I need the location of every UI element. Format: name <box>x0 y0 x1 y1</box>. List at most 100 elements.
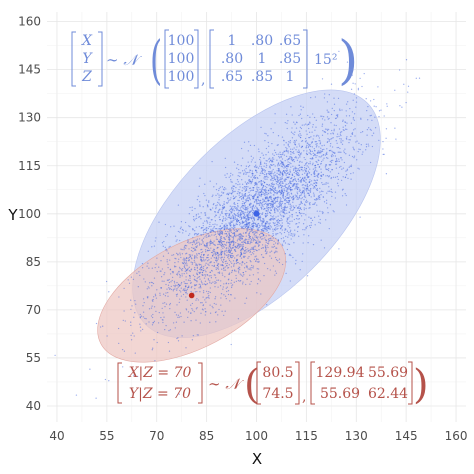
scatter-point <box>264 246 267 248</box>
scatter-point <box>188 254 190 256</box>
scatter-point <box>181 228 184 231</box>
scatter-point <box>308 145 310 148</box>
scatter-point <box>196 264 198 266</box>
scatter-point <box>226 265 228 267</box>
scatter-point <box>187 286 190 289</box>
scatter-point <box>185 279 187 281</box>
scatter-point <box>253 234 255 236</box>
scatter-point <box>280 193 282 196</box>
scatter-point <box>257 241 260 243</box>
scatter-point <box>104 378 107 381</box>
scatter-point <box>285 170 288 172</box>
scatter-point <box>162 321 164 324</box>
scatter-point <box>282 173 284 175</box>
scatter-point <box>239 232 241 235</box>
scatter-point <box>243 203 245 205</box>
scatter-point <box>188 213 190 215</box>
scatter-point <box>310 183 312 185</box>
scatter-point <box>339 131 342 133</box>
scatter-point <box>196 270 199 272</box>
scatter-point <box>327 133 329 135</box>
scatter-point <box>175 240 177 242</box>
scatter-point <box>238 199 240 202</box>
scatter-point <box>172 254 175 256</box>
scatter-point <box>122 366 124 368</box>
scatter-point <box>271 160 274 162</box>
scatter-point <box>257 199 260 201</box>
scatter-point <box>221 243 224 246</box>
scatter-point <box>246 209 248 211</box>
scatter-point <box>195 213 198 216</box>
scatter-point <box>297 173 299 176</box>
scatter-point <box>326 128 328 130</box>
scatter-point <box>382 140 384 143</box>
scatter-point <box>371 145 374 148</box>
scatter-point <box>350 172 352 175</box>
scatter-point <box>324 128 327 130</box>
scatter-point <box>228 192 230 194</box>
scatter-point <box>218 196 220 198</box>
scatter-point <box>257 167 260 169</box>
scatter-point <box>225 214 227 216</box>
scatter-point <box>241 227 243 229</box>
scatter-point <box>303 195 306 198</box>
scatter-point <box>345 115 348 117</box>
scatter-point <box>192 240 195 242</box>
scatter-point <box>200 302 202 304</box>
scatter-point <box>241 235 243 237</box>
scatter-point <box>191 263 193 265</box>
scatter-point <box>233 219 235 221</box>
scatter-point <box>252 221 255 223</box>
scatter-point <box>169 329 172 331</box>
scatter-point <box>314 167 316 169</box>
scatter-point <box>300 201 302 203</box>
scatter-point <box>201 251 204 253</box>
scatter-point <box>235 247 237 249</box>
scatter-point <box>224 227 226 229</box>
scatter-point <box>184 262 187 265</box>
scatter-point <box>292 159 294 162</box>
scatter-point <box>326 151 328 154</box>
cond-var-2: Y|Z = 70 <box>129 386 191 402</box>
scatter-point <box>320 239 322 241</box>
scatter-point <box>293 207 295 209</box>
scatter-point <box>352 172 354 174</box>
scatter-point <box>230 181 232 183</box>
y-tick-label: 145 <box>18 63 41 77</box>
scatter-point <box>308 193 310 195</box>
scatter-point <box>206 233 208 235</box>
scatter-point <box>147 250 149 252</box>
scatter-point <box>276 200 278 203</box>
scatter-point <box>199 267 202 269</box>
scatter-point <box>213 261 215 264</box>
scatter-point <box>295 185 297 187</box>
scatter-point <box>341 168 343 170</box>
scatter-point <box>269 218 272 220</box>
scatter-point <box>257 192 260 194</box>
scatter-point <box>206 222 209 224</box>
scatter-point <box>250 182 252 185</box>
scatter-point <box>283 167 285 169</box>
scatter-point <box>173 280 176 283</box>
scatter-point <box>239 239 241 242</box>
conditional-distribution-formula: X|Z = 70 Y|Z = 70 ∼ 𝒩 ( 80.5 74.5 , 129.… <box>117 361 429 408</box>
scatter-point <box>246 261 248 264</box>
scatter-point <box>230 231 233 233</box>
scatter-point <box>328 111 330 113</box>
scatter-point <box>216 204 218 206</box>
scatter-point <box>273 149 276 151</box>
scatter-point <box>226 202 228 204</box>
scatter-point <box>210 282 213 284</box>
scatter-point <box>249 199 251 201</box>
joint-cov-33: 1 <box>286 69 295 85</box>
scatter-point <box>253 175 255 177</box>
scatter-point <box>220 256 222 258</box>
scatter-point <box>209 249 211 251</box>
scatter-point <box>300 194 302 196</box>
scatter-point <box>236 167 238 169</box>
scatter-point <box>260 229 262 231</box>
scatter-point <box>205 229 208 232</box>
scatter-point <box>277 191 279 193</box>
scatter-point <box>370 129 372 131</box>
scatter-point <box>281 158 284 160</box>
